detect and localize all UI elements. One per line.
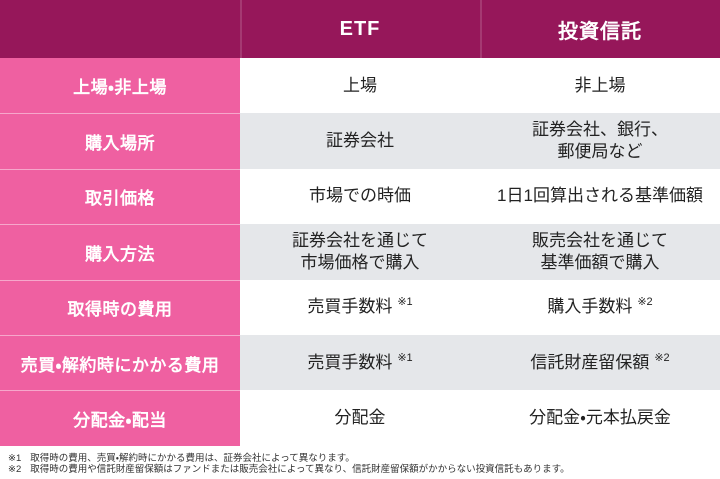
cell-toshin-sell-cancel-cost: 信託財産留保額 ※2 (480, 334, 720, 391)
cell-text: 売買手数料 (307, 352, 393, 372)
cell-etf-purchase-method: 証券会社を通じて 市場価格で購入 (240, 224, 480, 280)
cell-text: 売買手数料 (307, 297, 393, 317)
cell-text: 購入手数料 (547, 297, 633, 317)
footnote-2-text: 取得時の費用や信託財産留保額はファンドまたは販売会社によって異なり、信託財産留保… (30, 463, 570, 475)
header-corner-cell (0, 0, 240, 58)
row-label-sell-cancel-cost: 売買・解約時にかかる費用 (0, 334, 240, 391)
row-label-listing: 上場・非上場 (0, 58, 240, 114)
cell-toshin-distribution: 分配金・元本払戻金 (480, 390, 720, 446)
row-label-acquisition-cost: 取得時の費用 (0, 279, 240, 335)
footnote-1-marker: ※1 (8, 452, 22, 464)
cell-etf-trading-price: 市場での時価 (240, 168, 480, 225)
footnote-1: ※1 取得時の費用、売買・解約時にかかる費用は、証券会社によって異なります。 (8, 453, 720, 464)
cell-etf-distribution: 分配金 (240, 390, 480, 446)
cell-text: 信託財産留保額 (530, 352, 650, 372)
footnote-ref-2: ※2 (654, 351, 670, 364)
cell-toshin-purchase-place: 証券会社、銀行、 郵便局など (480, 113, 720, 169)
header-etf: ETF (240, 0, 480, 58)
cell-toshin-listing: 非上場 (480, 58, 720, 114)
cell-etf-acquisition-cost: 売買手数料 ※1 (240, 279, 480, 335)
row-label-trading-price: 取引価格 (0, 168, 240, 225)
cell-toshin-acquisition-cost: 購入手数料 ※2 (480, 279, 720, 335)
cell-etf-sell-cancel-cost: 売買手数料 ※1 (240, 334, 480, 391)
cell-etf-listing: 上場 (240, 58, 480, 114)
footnote-1-text: 取得時の費用、売買・解約時にかかる費用は、証券会社によって異なります。 (30, 452, 355, 464)
etf-vs-mutual-fund-comparison-table: ETF 投資信託 上場・非上場 上場 非上場 購入場所 証券会社 証券会社、銀行… (0, 0, 720, 446)
header-toshin: 投資信託 (480, 0, 720, 58)
row-label-distribution: 分配金・配当 (0, 390, 240, 446)
cell-toshin-trading-price: 1日1回算出される基準価額 (480, 168, 720, 225)
footnote-2-marker: ※2 (8, 463, 22, 475)
footnote-ref-1: ※1 (397, 351, 413, 364)
cell-toshin-purchase-method: 販売会社を通じて 基準価額で購入 (480, 224, 720, 280)
footnote-ref-2: ※2 (637, 296, 653, 309)
row-label-purchase-place: 購入場所 (0, 113, 240, 169)
footnotes: ※1 取得時の費用、売買・解約時にかかる費用は、証券会社によって異なります。 ※… (0, 446, 720, 475)
row-label-purchase-method: 購入方法 (0, 224, 240, 280)
footnote-2: ※2 取得時の費用や信託財産留保額はファンドまたは販売会社によって異なり、信託財… (8, 464, 720, 475)
footnote-ref-1: ※1 (397, 296, 413, 309)
cell-etf-purchase-place: 証券会社 (240, 113, 480, 169)
